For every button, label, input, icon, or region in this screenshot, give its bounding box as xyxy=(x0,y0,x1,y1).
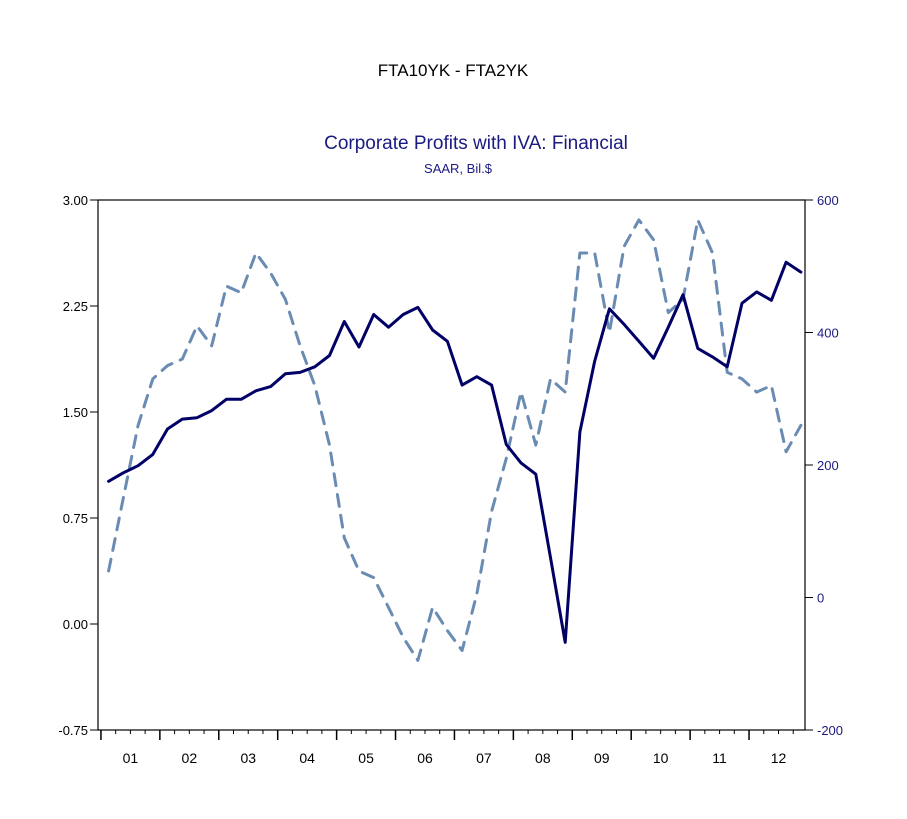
right-axis-tick-label: 200 xyxy=(817,458,839,473)
x-axis-tick-label: 05 xyxy=(358,750,374,766)
x-axis-tick-label: 03 xyxy=(240,750,256,766)
chart-subtitle: Corporate Profits with IVA: Financial xyxy=(324,133,628,154)
x-axis-tick-label: 09 xyxy=(594,750,610,766)
left-axis-tick-label: -0.75 xyxy=(58,723,88,738)
plot-frame xyxy=(97,199,806,731)
left-axis-tick-label: 2.25 xyxy=(63,299,88,314)
x-axis: 01 02 03 04 05 06 07 08 09 10 11 12 xyxy=(100,730,794,766)
series-line-right-axis xyxy=(107,218,803,662)
x-axis-tick-label: 04 xyxy=(299,750,315,766)
x-axis-tick-label: 12 xyxy=(771,750,787,766)
left-axis-tick-label: 0.00 xyxy=(63,617,88,632)
right-axis-tick-label: -200 xyxy=(817,723,843,738)
x-axis-tick-label: 02 xyxy=(182,750,198,766)
left-axis-tick-label: 1.50 xyxy=(63,405,88,420)
right-axis: 600 400 200 0 -200 xyxy=(805,193,843,738)
right-axis-tick-label: 400 xyxy=(817,326,839,341)
x-axis-tick-label: 07 xyxy=(476,750,492,766)
left-axis-tick-label: 0.75 xyxy=(63,511,88,526)
chart-units: SAAR, Bil.$ xyxy=(424,161,493,176)
right-axis-tick-label: 0 xyxy=(817,591,824,606)
x-axis-tick-label: 06 xyxy=(417,750,433,766)
x-axis-tick-label: 08 xyxy=(535,750,551,766)
x-axis-tick-label: 10 xyxy=(653,750,669,766)
series-line-left-axis xyxy=(107,260,803,644)
series-layer xyxy=(107,218,803,662)
chart-title: FTA10YK - FTA2YK xyxy=(378,61,529,80)
right-axis-tick-label: 600 xyxy=(817,193,839,208)
left-axis: 3.00 2.25 1.50 0.75 0.00 -0.75 xyxy=(58,193,98,738)
x-axis-tick-label: 01 xyxy=(123,750,139,766)
left-axis-tick-label: 3.00 xyxy=(63,193,88,208)
x-axis-tick-label: 11 xyxy=(712,750,727,766)
